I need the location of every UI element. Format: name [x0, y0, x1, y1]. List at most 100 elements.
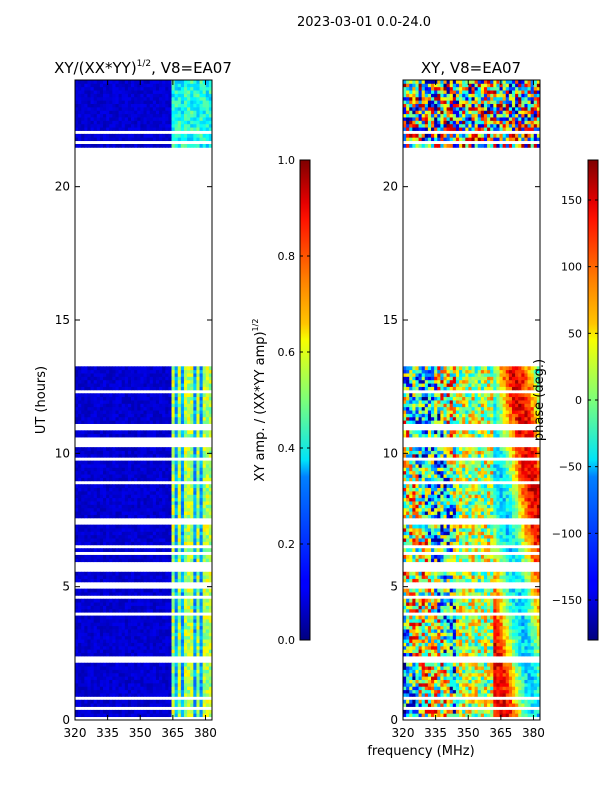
amp-cell	[155, 433, 160, 438]
amp-cell	[208, 531, 213, 536]
amp-cell	[75, 639, 79, 643]
phase-cell	[490, 699, 494, 704]
phase-cell	[449, 672, 454, 677]
amp-cell	[177, 548, 182, 552]
amp-cell	[115, 686, 119, 691]
amp-cell	[208, 578, 213, 583]
amp-cell	[196, 416, 200, 421]
phase-cell	[455, 679, 460, 684]
amp-cell	[202, 464, 207, 468]
amp-cell	[96, 494, 101, 499]
amp-cell	[124, 558, 129, 563]
amp-cell	[115, 464, 119, 468]
amp-cell	[205, 144, 210, 148]
amp-cell	[81, 379, 85, 384]
amp-cell	[165, 416, 169, 421]
amp-cell	[193, 693, 197, 697]
amp-cell	[146, 669, 151, 674]
amp-cell	[168, 406, 172, 411]
amp-cell	[99, 618, 104, 623]
amp-cell	[84, 400, 88, 404]
amp-cell	[99, 662, 104, 667]
amp-cell	[159, 504, 163, 509]
amp-cell	[115, 554, 119, 559]
amp-cell	[124, 484, 129, 488]
amp-cell	[118, 393, 123, 398]
amp-cell	[124, 93, 129, 98]
amp-cell	[115, 96, 119, 101]
amp-cell	[137, 676, 141, 680]
amp-cell	[131, 541, 135, 546]
amp-cell	[149, 373, 154, 377]
amp-cell	[140, 113, 144, 118]
amp-cell	[87, 373, 91, 377]
amp-cell	[115, 430, 119, 435]
amp-cell	[103, 558, 107, 563]
amp-cell	[159, 474, 163, 478]
phase-cell	[521, 666, 525, 670]
amp-cell	[109, 615, 113, 620]
amp-cell	[93, 538, 98, 542]
amp-cell	[115, 137, 119, 142]
amp-cell	[96, 703, 101, 707]
amp-cell	[84, 117, 88, 121]
amp-cell	[81, 393, 85, 398]
amp-cell	[93, 578, 98, 583]
amp-cell	[106, 393, 110, 398]
amp-cell	[146, 578, 151, 583]
amp-cell	[180, 622, 185, 627]
phase-cell	[490, 682, 494, 687]
amp-cell	[106, 123, 110, 128]
amp-cell	[162, 484, 166, 488]
amp-cell	[112, 430, 116, 435]
amp-cell	[155, 649, 160, 654]
amp-cell	[81, 649, 85, 654]
amp-cell	[165, 103, 169, 108]
phase-cell	[499, 689, 504, 694]
amp-cell	[208, 467, 213, 472]
amp-cell	[190, 618, 194, 623]
amp-cell	[165, 406, 169, 411]
amp-cell	[159, 578, 163, 583]
amp-cell	[112, 622, 116, 627]
amp-cell	[159, 403, 163, 408]
amp-cell	[202, 487, 207, 492]
amp-cell	[168, 127, 172, 131]
amp-cell	[149, 511, 154, 515]
amp-cell	[152, 447, 157, 451]
amp-cell	[118, 713, 123, 718]
amp-cell	[75, 588, 79, 593]
amp-cell	[190, 376, 194, 381]
amp-cell	[106, 558, 110, 563]
amp-cell	[155, 400, 160, 404]
amp-cell	[103, 699, 107, 704]
amp-cell	[118, 420, 123, 424]
amp-cell	[159, 575, 163, 579]
amp-cell	[208, 571, 213, 576]
amp-cell	[140, 133, 144, 138]
amp-cell	[159, 413, 163, 418]
amp-cell	[177, 420, 182, 424]
amp-cell	[121, 538, 126, 542]
amp-cell	[205, 106, 210, 111]
phase-cell	[515, 709, 519, 714]
amp-cell	[115, 467, 119, 472]
amp-cell	[193, 90, 197, 94]
amp-cell	[103, 639, 107, 643]
amp-cell	[199, 420, 204, 424]
phase-cell	[527, 693, 532, 697]
amp-cell	[152, 686, 157, 691]
amp-cell	[177, 86, 182, 91]
amp-cell	[152, 571, 157, 576]
amp-cell	[193, 531, 197, 536]
phase-cell	[443, 682, 447, 687]
amp-cell	[127, 669, 132, 674]
amp-cell	[124, 396, 129, 401]
amp-cell	[118, 602, 123, 606]
amp-cell	[202, 592, 207, 596]
amp-cell	[115, 494, 119, 499]
amp-cell	[93, 447, 98, 451]
amp-cell	[155, 117, 160, 121]
amp-cell	[127, 93, 132, 98]
amp-cell	[171, 433, 176, 438]
